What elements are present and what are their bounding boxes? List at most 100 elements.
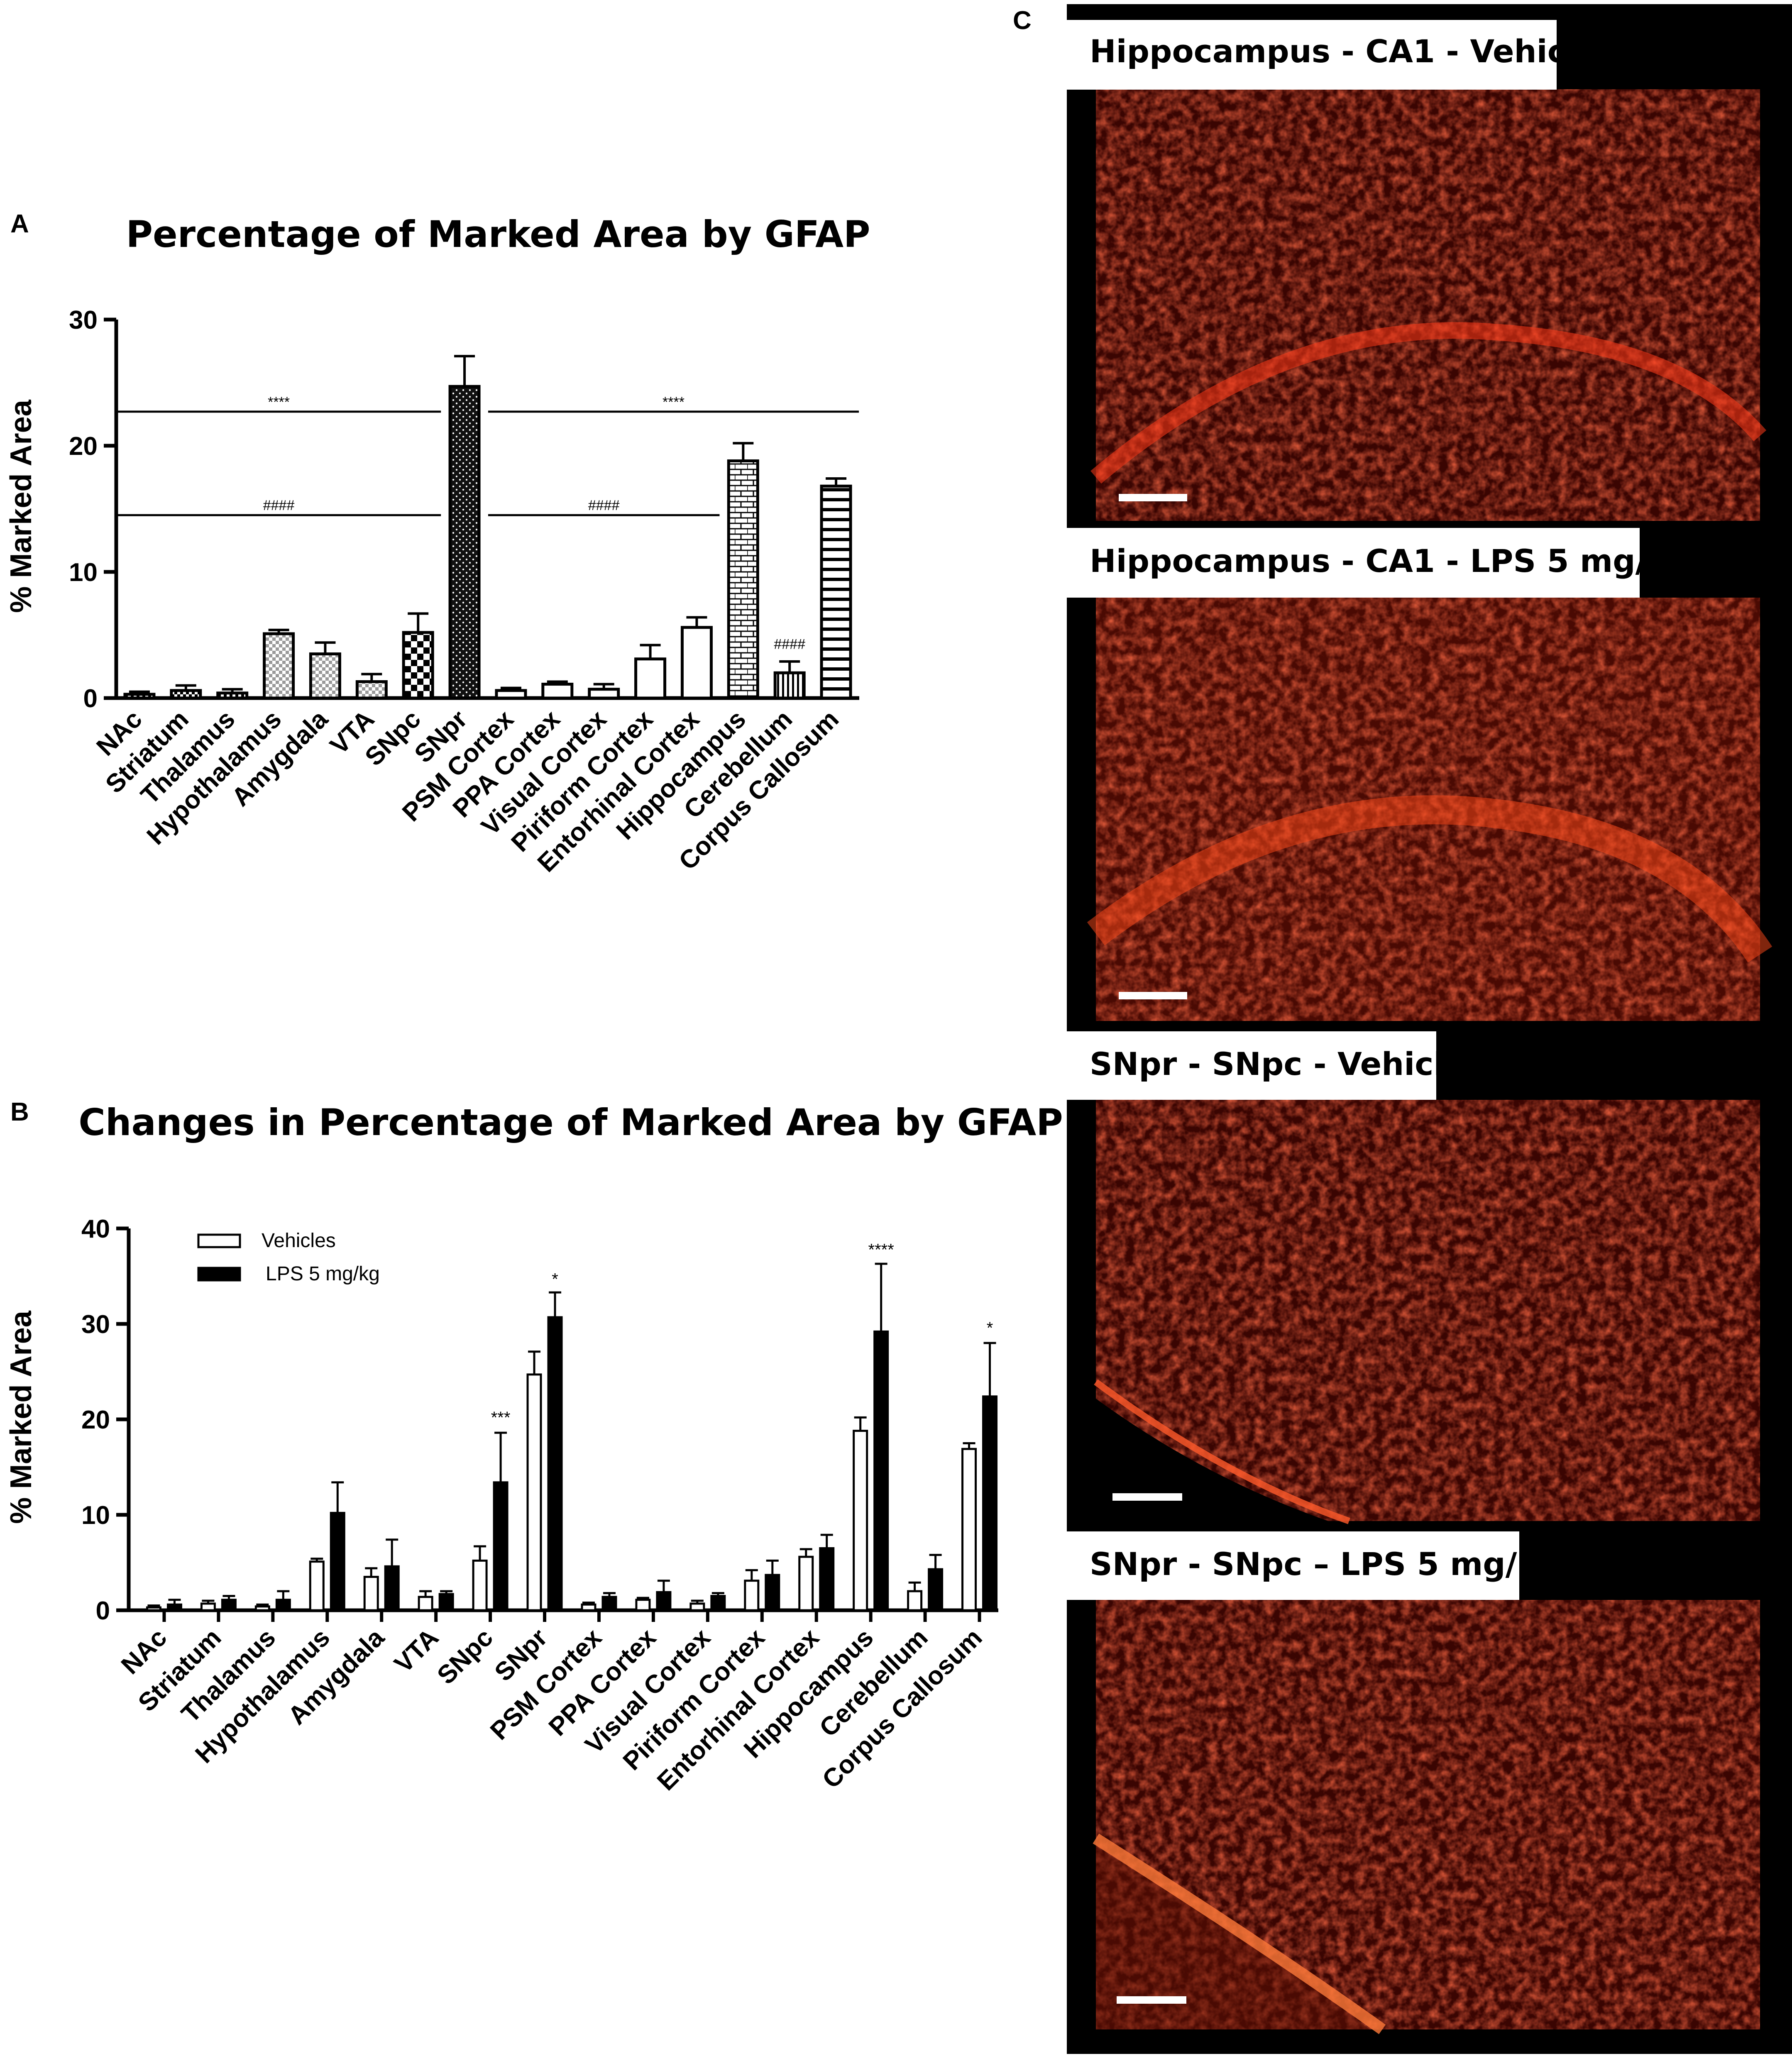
panel-label-c: C: [1013, 6, 1032, 35]
chart-b-legend: Vehicles LPS 5 mg/kg: [197, 1230, 380, 1285]
bar-lps: [656, 1591, 672, 1612]
bar-lps: [710, 1595, 726, 1612]
micrograph-2-scale-bar: [1119, 992, 1187, 999]
significance-marker: ***: [491, 1409, 511, 1427]
bar-vehicles: [907, 1590, 923, 1612]
micrograph-3-scale-bar: [1112, 1493, 1182, 1501]
bar: [170, 689, 202, 700]
micrograph-3: SNpr - SNpc - Vehicle: [1067, 1031, 1760, 1524]
bar: [123, 693, 156, 700]
bar-lps: [166, 1603, 182, 1612]
chart-b-ylabel: % Marked Area: [5, 1310, 38, 1524]
bar-vehicles: [798, 1555, 814, 1612]
legend-label-lps: LPS 5 mg/kg: [266, 1263, 380, 1285]
micrograph-4-label-box: [1067, 1531, 1519, 1600]
legend-swatch-lps: [197, 1267, 241, 1282]
micrograph-2-label-box: [1067, 528, 1640, 598]
chart-b-bars: [146, 1262, 998, 1612]
chart-b-x-labels: NAcStriatumThalamusHypothalamusAmygdalaV…: [116, 1623, 988, 1796]
bar: [355, 680, 388, 700]
x-tick-label: SNpc: [432, 1623, 499, 1690]
bar-vehicles: [635, 1599, 651, 1612]
micrograph-4-label: SNpr - SNpc – LPS 5 mg/kg: [1090, 1546, 1560, 1582]
significance-marker: ####: [774, 636, 805, 652]
bar-vehicles: [418, 1596, 433, 1612]
bar: [634, 657, 667, 700]
bar: [820, 484, 852, 700]
y-tick-label: 20: [69, 432, 98, 461]
chart-a-ylabel: % Marked Area: [5, 399, 38, 613]
panel-label-b: B: [10, 1098, 29, 1126]
micrograph-3-staining: [1096, 1100, 1760, 1521]
bar-lps: [330, 1511, 345, 1612]
micrograph-4: SNpr - SNpc – LPS 5 mg/kg: [1067, 1531, 1760, 2034]
bar-lps: [765, 1574, 780, 1612]
y-tick-label: 40: [81, 1215, 110, 1243]
panel-label-a: A: [10, 210, 29, 238]
significance-marker: ####: [588, 498, 620, 513]
bar-lps: [438, 1593, 454, 1612]
bar-vehicles: [254, 1605, 270, 1612]
micrograph-2-label: Hippocampus - CA1 - LPS 5 mg/kg: [1090, 542, 1690, 579]
significance-marker: ****: [868, 1240, 894, 1259]
significance-marker: *: [987, 1319, 993, 1337]
bar: [309, 652, 341, 700]
bar-lps: [221, 1599, 237, 1612]
bar: [588, 688, 620, 700]
legend-label-vehicles: Vehicles: [262, 1230, 336, 1252]
micrograph-4-edge: [1093, 1834, 1386, 2034]
chart-a: Percentage of Marked Area by GFAP % Mark…: [5, 213, 870, 878]
chart-a-x-labels: NAcStriatumThalamusHypothalamusAmygdalaV…: [91, 705, 844, 878]
bar: [541, 683, 574, 700]
bar-lps: [384, 1565, 400, 1612]
bar-vehicles: [200, 1602, 216, 1612]
y-tick-label: 10: [69, 558, 98, 587]
bar: [727, 459, 759, 700]
micrograph-3-edge: [1094, 1379, 1350, 1524]
y-tick-label: 30: [69, 306, 98, 335]
chart-a-bars: [123, 355, 852, 700]
micrograph-4-scale-bar: [1117, 1996, 1186, 2004]
significance-marker: ####: [263, 498, 295, 513]
y-tick-label: 10: [81, 1501, 110, 1530]
bar-vehicles: [744, 1580, 760, 1612]
bar-vehicles: [689, 1602, 705, 1612]
bar-vehicles: [581, 1603, 597, 1612]
micrograph-3-label: SNpr - SNpc - Vehicle: [1090, 1045, 1466, 1082]
micrograph-1-ca1-layer: [1090, 322, 1767, 484]
significance-marker: *: [552, 1270, 558, 1289]
y-tick-label: 0: [83, 684, 98, 713]
micrograph-panel: Hippocampus - CA1 - Vehicle Hippocampus …: [1067, 4, 1792, 2054]
chart-b-annotations: *********: [491, 1240, 993, 1427]
micrograph-1: Hippocampus - CA1 - Vehicle: [1067, 20, 1767, 521]
bar-lps: [982, 1395, 998, 1612]
y-tick-label: 20: [81, 1406, 110, 1434]
bar-lps: [275, 1599, 291, 1612]
y-tick-label: 0: [96, 1597, 110, 1625]
micrograph-2: Hippocampus - CA1 - LPS 5 mg/kg: [1067, 528, 1772, 1021]
micrograph-3-dark-region: [1096, 1399, 1328, 1521]
bar: [402, 631, 434, 700]
micrograph-2-ca1-layer: [1087, 795, 1772, 963]
chart-b-title: Changes in Percentage of Marked Area by …: [78, 1101, 1063, 1144]
bar-lps: [928, 1568, 944, 1612]
chart-a-title: Percentage of Marked Area by GFAP: [126, 213, 870, 256]
bar: [448, 385, 481, 700]
bar-lps: [601, 1596, 617, 1612]
micrograph-1-label-box: [1067, 20, 1557, 90]
bar-vehicles: [472, 1559, 488, 1612]
micrograph-1-scale-bar: [1119, 494, 1187, 501]
significance-marker: ****: [663, 394, 685, 410]
bar-lps: [819, 1547, 835, 1612]
bar-vehicles: [309, 1560, 325, 1612]
micrograph-1-label: Hippocampus - CA1 - Vehicle: [1090, 33, 1598, 70]
bar-lps: [873, 1330, 889, 1612]
chart-b: Changes in Percentage of Marked Area by …: [5, 1101, 1063, 1796]
bar-lps: [493, 1481, 509, 1612]
bar: [680, 626, 713, 700]
significance-marker: ****: [268, 394, 290, 410]
bar-vehicles: [146, 1606, 161, 1612]
y-tick-label: 30: [81, 1310, 110, 1339]
bar: [216, 691, 249, 700]
